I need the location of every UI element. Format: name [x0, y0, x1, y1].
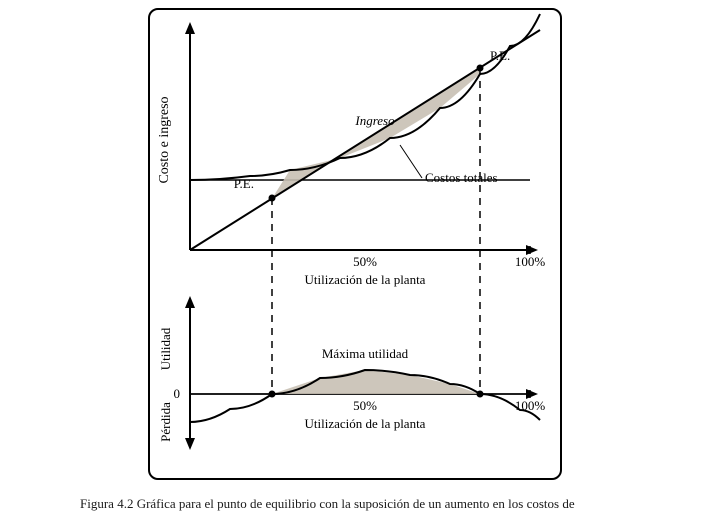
figure-frame: P.E. P.E. Ingreso Costos totales 50% 100% Util…	[148, 8, 562, 480]
svg-text:100%: 100%	[515, 254, 546, 269]
svg-text:100%: 100%	[515, 398, 546, 413]
figure-caption: Figura 4.2 Gráfica para el punto de equi…	[80, 496, 575, 512]
svg-text:0: 0	[174, 386, 181, 401]
svg-text:Máxima utilidad: Máxima utilidad	[322, 346, 409, 361]
svg-text:Costo e ingreso: Costo e ingreso	[157, 96, 172, 183]
svg-text:50%: 50%	[353, 398, 377, 413]
svg-text:Utilización de la planta: Utilización de la planta	[305, 272, 426, 287]
svg-text:Utilidad: Utilidad	[158, 327, 173, 370]
svg-text:Costos totales: Costos totales	[425, 170, 498, 185]
svg-text:50%: 50%	[353, 254, 377, 269]
svg-text:P.E.: P.E.	[490, 48, 510, 63]
svg-text:P.E.: P.E.	[234, 176, 254, 191]
svg-text:Utilización de la planta: Utilización de la planta	[305, 416, 426, 431]
svg-text:Pérdida: Pérdida	[158, 402, 173, 442]
figure-svg: P.E. P.E. Ingreso Costos totales 50% 100% Util…	[150, 10, 560, 478]
page: P.E. P.E. Ingreso Costos totales 50% 100% Util…	[0, 0, 704, 517]
svg-text:Ingreso: Ingreso	[354, 113, 395, 128]
